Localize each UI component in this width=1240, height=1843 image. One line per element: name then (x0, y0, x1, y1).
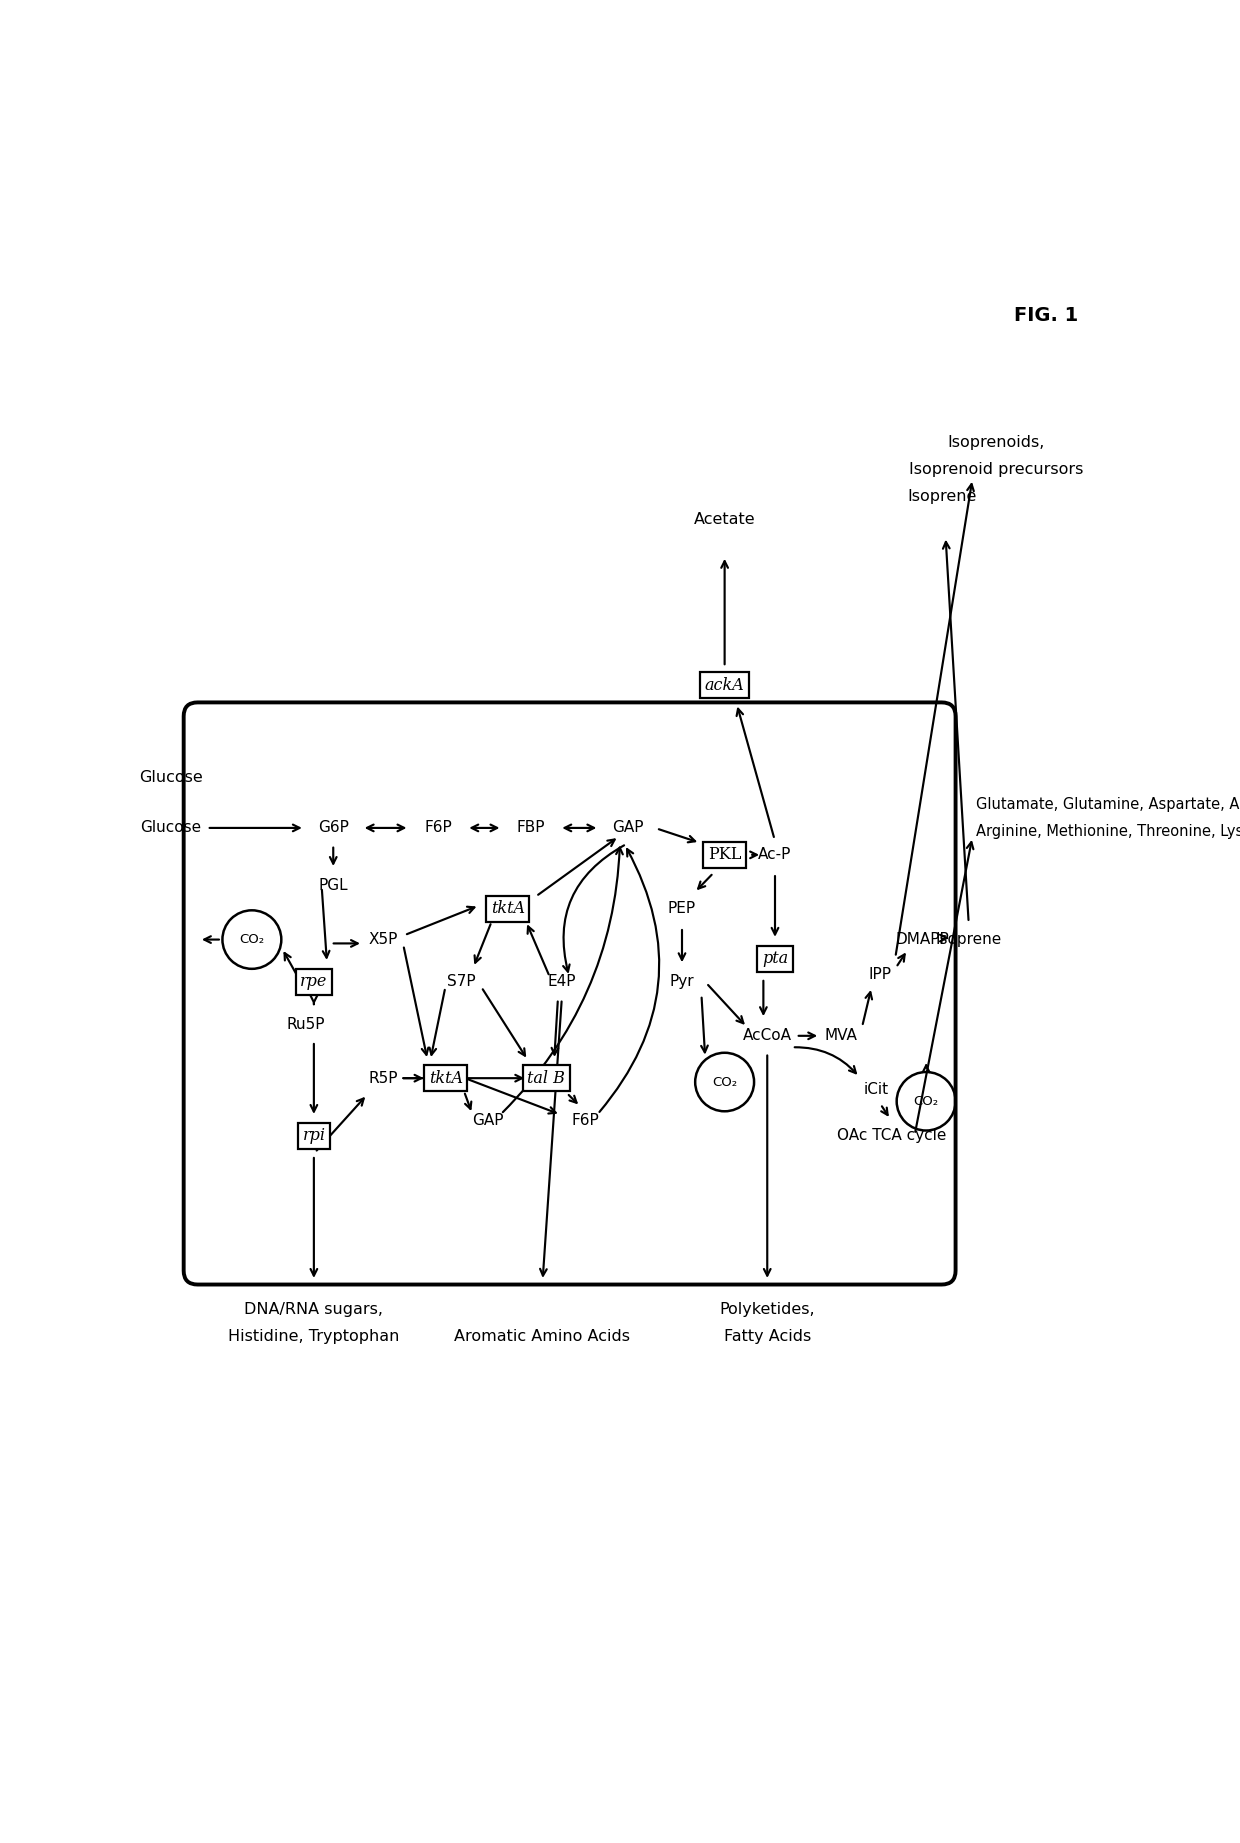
Text: tktA: tktA (491, 899, 525, 918)
Text: IPP: IPP (868, 968, 892, 982)
Text: rpi: rpi (303, 1128, 325, 1145)
Text: rpe: rpe (300, 973, 327, 990)
Text: Glucose: Glucose (140, 820, 201, 835)
Text: DMAPP: DMAPP (895, 933, 949, 947)
Text: Acetate: Acetate (694, 512, 755, 527)
Text: Isoprene: Isoprene (936, 933, 1002, 947)
Text: CO₂: CO₂ (712, 1076, 738, 1089)
Text: S7P: S7P (446, 975, 475, 990)
Text: Isoprene: Isoprene (906, 490, 976, 505)
Text: Aromatic Amino Acids: Aromatic Amino Acids (455, 1329, 630, 1344)
Text: Isoprenoid precursors: Isoprenoid precursors (909, 463, 1083, 477)
Text: Histidine, Tryptophan: Histidine, Tryptophan (228, 1329, 399, 1344)
Text: GAP: GAP (472, 1113, 503, 1128)
Text: MVA: MVA (825, 1028, 857, 1043)
Text: tal B: tal B (527, 1069, 565, 1087)
Text: FIG. 1: FIG. 1 (1014, 306, 1079, 326)
Text: PEP: PEP (668, 901, 696, 916)
Text: CO₂: CO₂ (239, 933, 264, 945)
Text: iCit: iCit (863, 1082, 888, 1097)
Text: OAc TCA cycle: OAc TCA cycle (837, 1128, 946, 1143)
Text: E4P: E4P (548, 975, 577, 990)
Text: Isoprenoids,: Isoprenoids, (947, 435, 1044, 450)
Text: PKL: PKL (708, 846, 742, 863)
Text: X5P: X5P (370, 933, 398, 947)
Text: F6P: F6P (572, 1113, 599, 1128)
Text: AcCoA: AcCoA (743, 1028, 792, 1043)
Text: Polyketides,: Polyketides, (719, 1301, 815, 1316)
Text: Arginine, Methionine, Threonine, Lysine, Isoleucine: Arginine, Methionine, Threonine, Lysine,… (977, 824, 1240, 839)
Text: ackA: ackA (704, 676, 744, 695)
Text: R5P: R5P (368, 1071, 398, 1086)
Text: Fatty Acids: Fatty Acids (724, 1329, 811, 1344)
Text: pta: pta (761, 951, 789, 968)
Text: Glutamate, Glutamine, Aspartate, Asparagine, Proline,: Glutamate, Glutamine, Aspartate, Asparag… (977, 798, 1240, 813)
Text: Glucose: Glucose (139, 770, 202, 785)
Text: tktA: tktA (429, 1069, 463, 1087)
Text: DNA/RNA sugars,: DNA/RNA sugars, (244, 1301, 383, 1316)
Text: Pyr: Pyr (670, 975, 694, 990)
Text: Ac-P: Ac-P (759, 848, 791, 863)
FancyBboxPatch shape (184, 702, 956, 1285)
Text: GAP: GAP (613, 820, 644, 835)
Text: FBP: FBP (517, 820, 546, 835)
Text: CO₂: CO₂ (914, 1095, 939, 1108)
Text: Ru5P: Ru5P (286, 1017, 325, 1032)
Text: F6P: F6P (424, 820, 451, 835)
Text: PGL: PGL (319, 877, 348, 894)
Text: G6P: G6P (317, 820, 348, 835)
